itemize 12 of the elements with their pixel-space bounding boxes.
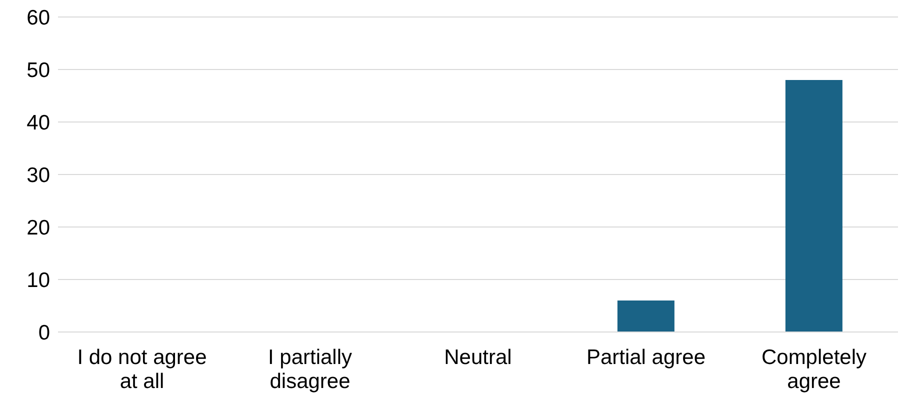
y-tick-label: 10 xyxy=(26,268,50,292)
y-tick-label: 60 xyxy=(26,6,50,30)
x-tick-label: I do not agree at all xyxy=(77,346,207,393)
y-tick-label: 50 xyxy=(26,58,50,82)
x-tick-label: Completely agree xyxy=(761,346,868,393)
y-tick-label: 20 xyxy=(26,216,50,240)
x-tick-label: Neutral xyxy=(444,346,512,369)
y-tick-label: 40 xyxy=(26,111,50,134)
y-tick-label: 30 xyxy=(26,164,50,187)
x-tick-label: Partial agree xyxy=(586,346,706,369)
y-tick-label: 0 xyxy=(38,321,50,344)
x-tick-label: I partially disagree xyxy=(268,346,353,393)
